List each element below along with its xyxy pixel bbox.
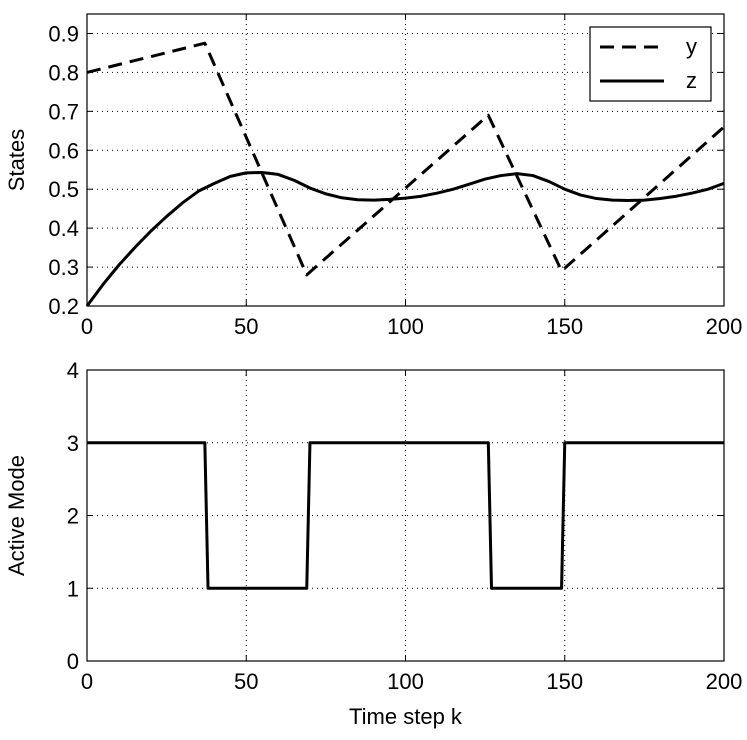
legend-label-z: z: [686, 68, 697, 93]
mode-xtick-label: 50: [234, 669, 258, 694]
mode-ytick-label: 2: [67, 504, 79, 529]
mode-ytick-label: 1: [67, 576, 79, 601]
states-xtick-label: 0: [81, 314, 93, 339]
mode-xtick-label: 150: [546, 669, 583, 694]
active-mode-plot: 0 50 100 150 200 0 1 2 3 4 Active Mode Time step k: [4, 358, 742, 729]
mode-series-active-mode: [87, 441, 724, 590]
states-xtick-label: 200: [706, 314, 743, 339]
mode-ytick-label: 4: [67, 358, 79, 383]
mode-xtick-label: 100: [387, 669, 424, 694]
states-ytick-label: 0.6: [48, 138, 79, 163]
legend-label-y: y: [686, 34, 697, 59]
mode-axes-box: [86, 369, 725, 662]
states-ytick-label: 0.8: [48, 60, 79, 85]
states-series-y: [86, 41, 725, 277]
legend-box: [589, 26, 712, 102]
states-ylabel: States: [4, 129, 29, 191]
states-ytick-label: 0.2: [48, 294, 79, 319]
mode-xtick-label: 200: [706, 669, 743, 694]
states-ytick-label: 0.9: [48, 21, 79, 46]
mode-ytick-label: 3: [67, 431, 79, 456]
states-ytick-label: 0.5: [48, 177, 79, 202]
states-ytick-label: 0.3: [48, 255, 79, 280]
states-axes-box: [86, 13, 725, 307]
mode-xtick-label: 0: [81, 669, 93, 694]
states-ytick-label: 0.4: [48, 216, 79, 241]
states-plot: 0 50 100 150 200 0.2 0.3 0.4 0.5 0.6 0.7 0.8 0.9 Stat…: [4, 13, 743, 339]
states-xtick-label: 100: [387, 314, 424, 339]
mode-ytick-label: 0: [67, 649, 79, 674]
states-xtick-label: 150: [546, 314, 583, 339]
legend: yz: [589, 26, 712, 102]
states-ytick-label: 0.7: [48, 99, 79, 124]
states-xtick-label: 50: [234, 314, 258, 339]
mode-ylabel: Active Mode: [4, 455, 29, 576]
states-series-z: [85, 170, 725, 307]
mode-xlabel: Time step k: [349, 704, 463, 729]
